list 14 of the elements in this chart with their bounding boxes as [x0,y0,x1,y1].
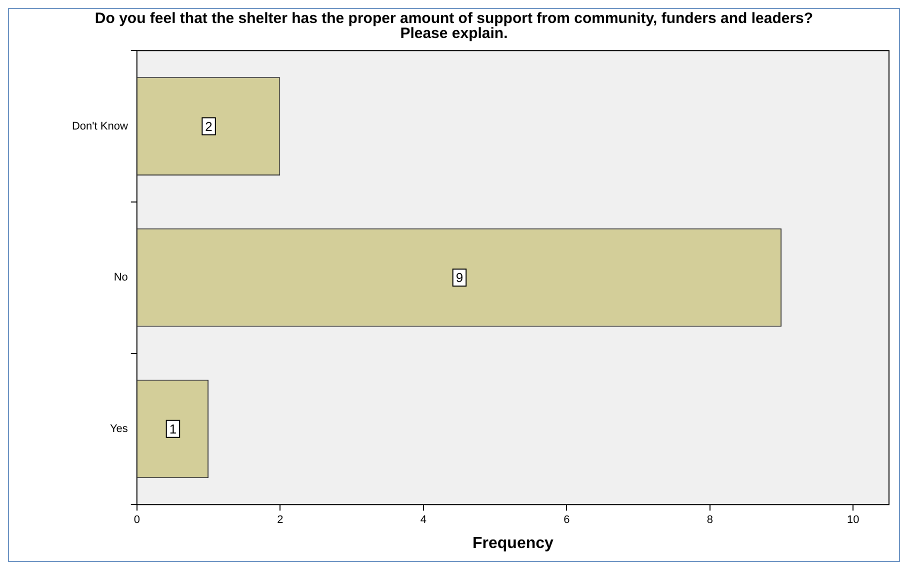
x-tick-label: 8 [706,514,713,526]
x-tick-label: 2 [277,514,284,526]
x-tick-label: 0 [134,514,140,526]
chart-title: Do you feel that the shelter has the proper amount of support from community, funders and leaders? Please explain. [94,10,814,42]
x-axis-title: Frequency [472,534,554,552]
data-label: 1 [169,422,177,437]
y-tick-label: No [114,272,128,284]
data-label: 2 [205,118,212,134]
x-tick-label: 6 [564,514,570,526]
y-tick-label: Don't Know [72,120,128,132]
y-tick-label: Yes [110,422,128,435]
x-tick-label: 4 [420,514,426,526]
x-tick-label: 10 [847,514,860,526]
data-label: 9 [456,270,464,286]
